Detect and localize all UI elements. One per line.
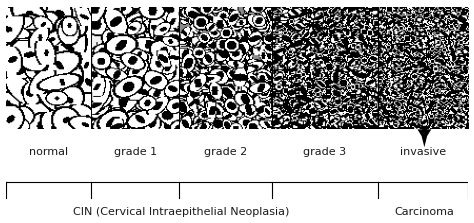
Text: CIN (Cervical Intraepithelial Neoplasia): CIN (Cervical Intraepithelial Neoplasia) — [73, 207, 290, 217]
Polygon shape — [418, 129, 431, 147]
Text: grade 3: grade 3 — [303, 147, 346, 157]
Text: Carcinoma: Carcinoma — [394, 207, 454, 217]
Text: grade 2: grade 2 — [204, 147, 247, 157]
Text: grade 1: grade 1 — [114, 147, 157, 157]
Text: invasive: invasive — [400, 147, 446, 157]
Text: normal: normal — [29, 147, 68, 157]
